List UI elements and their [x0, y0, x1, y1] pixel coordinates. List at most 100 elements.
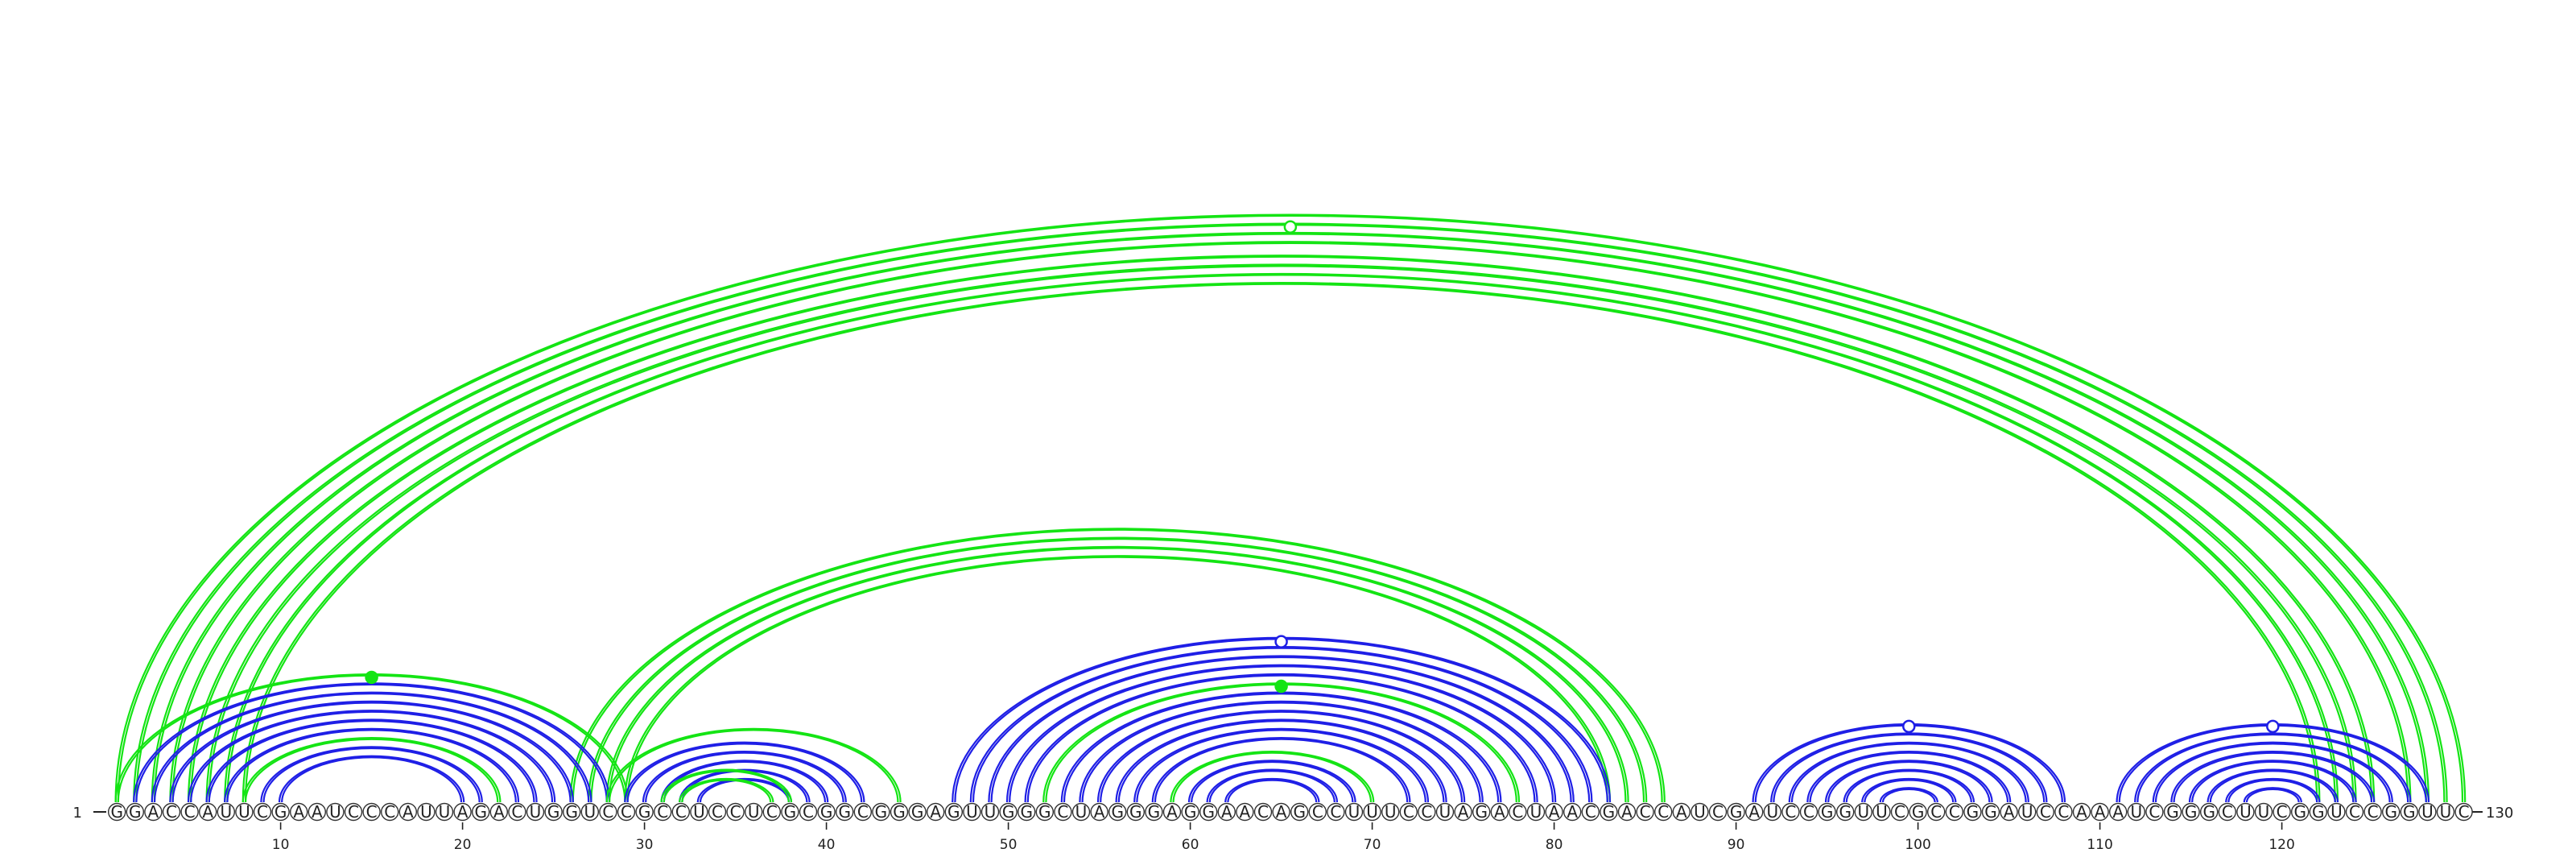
arc-green-28-84-a: [605, 545, 1629, 803]
nucleotide-69: U: [1348, 802, 1360, 822]
arc-blue-113-126-a: [2152, 741, 2393, 803]
nucleotide-circle-3: [144, 802, 163, 822]
nucleotide-64: C: [1257, 802, 1269, 822]
arc-green-8-122-a: [242, 282, 2321, 803]
arc-blue-30-41-a: [642, 750, 847, 803]
arc-blue-51-79-a: [1024, 673, 1538, 803]
nucleotide-circle-6: [199, 802, 217, 822]
nucleotide-105: A: [2004, 802, 2015, 822]
nucleotide-123: U: [2330, 802, 2343, 822]
arc-blue-97-102-a: [1861, 777, 1957, 803]
arc-green-8-22-b: [244, 738, 499, 803]
arc-blue-118-121-a: [2243, 787, 2302, 803]
nucleotide-circle-84: [1617, 802, 1637, 822]
nucleotide-circle-46: [926, 802, 945, 822]
nucleotide-77: A: [1494, 802, 1505, 822]
nucleotide-circle-5: [180, 802, 199, 822]
nucleotide-113: C: [2149, 802, 2160, 822]
nucleotide-81: A: [1567, 802, 1578, 822]
nucleotide-circle-39: [799, 802, 818, 822]
nucleotide-32: C: [675, 802, 687, 822]
nucleotide-102: C: [1949, 802, 1960, 822]
arc-blue-56-74-a: [1115, 718, 1447, 803]
nucleotide-80: A: [1549, 802, 1560, 822]
nucleotide-circle-60: [1181, 802, 1199, 822]
nucleotide-43: G: [875, 802, 888, 822]
nucleotide-circle-128: [2418, 802, 2437, 822]
nucleotide-52: G: [1038, 802, 1051, 822]
nucleotide-circle-69: [1344, 802, 1364, 822]
nucleotide-71: U: [1385, 802, 1397, 822]
arc-blue-62-67-a: [1224, 777, 1320, 803]
arc-blue-117-122-b: [2227, 779, 2318, 803]
nucleotide-circle-106: [2017, 802, 2037, 822]
arc-blue-5-25-a: [187, 710, 556, 803]
nucleotide-67: C: [1312, 802, 1323, 822]
arc-blue-58-72-b: [1154, 738, 1409, 803]
arc-blue-55-75-a: [1096, 710, 1466, 803]
arc-green-32-37-a: [679, 777, 774, 803]
arc-blue-116-123-a: [2207, 768, 2339, 803]
nucleotide-circle-7: [217, 802, 235, 822]
nucleotide-circle-75: [1454, 802, 1472, 822]
arc-green-8-122-b: [244, 283, 2318, 803]
nucleotide-116: G: [2202, 802, 2215, 822]
nucleotide-117: C: [2222, 802, 2233, 822]
nucleotide-circle-18: [417, 802, 436, 822]
nucleotide-86: C: [1657, 802, 1669, 822]
nucleotide-19: U: [439, 802, 451, 822]
nucleotide-circle-97: [1854, 802, 1873, 822]
arc-blue-96-103-b: [1845, 770, 1972, 803]
nucleotide-78: C: [1512, 802, 1523, 822]
nucleotide-circle-98: [1872, 802, 1891, 822]
arc-green-29-83-b: [626, 556, 1608, 803]
arc-green-2-129-b: [135, 224, 2446, 803]
arc-green-5-125-a: [187, 255, 2376, 803]
nucleotide-18: U: [420, 802, 432, 822]
nucleotide-circle-93: [1781, 802, 1800, 822]
nucleotide-35: C: [730, 802, 741, 822]
nucleotide-103: G: [1967, 802, 1979, 822]
arc-blue-49-81-a: [988, 655, 1575, 803]
nucleotide-circle-118: [2236, 802, 2255, 822]
nucleotide-circle-107: [2036, 802, 2055, 822]
nucleotide-circle-87: [1672, 802, 1691, 822]
nucleotide-10: G: [275, 802, 287, 822]
nucleotide-95: G: [1821, 802, 1834, 822]
arc-green-2-129-a: [133, 222, 2448, 803]
arc-blue-94-105-b: [1809, 751, 2009, 803]
nucleotide-circle-95: [1818, 802, 1836, 822]
arc-blue-4-26-b: [171, 702, 572, 803]
nucleotide-circle-91: [1744, 802, 1764, 822]
nucleotide-circle-116: [2199, 802, 2219, 822]
nucleotide-circle-80: [1545, 802, 1563, 822]
nucleotide-125: C: [2368, 802, 2379, 822]
nucleotide-127: G: [2403, 802, 2416, 822]
arc-green-5-125-b: [190, 255, 2373, 803]
nucleotide-circle-96: [1835, 802, 1855, 822]
nucleotide-circle-78: [1509, 802, 1527, 822]
arc-green-31-38-b: [663, 770, 790, 803]
nucleotide-36: U: [748, 802, 760, 822]
nucleotide-circle-9: [253, 802, 272, 822]
nucleotide-circle-56: [1108, 802, 1127, 822]
nucleotide-106: U: [2021, 802, 2033, 822]
arc-blue-32-39-a: [679, 768, 811, 803]
nucleotide-circle-38: [781, 802, 799, 822]
arc-blue-55-75-b: [1100, 710, 1463, 803]
nucleotide-circle-28: [599, 802, 617, 822]
nucleotide-circle-72: [1399, 802, 1418, 822]
nucleotide-circle-108: [2054, 802, 2073, 822]
helix-marker-3: [365, 670, 378, 685]
arc-green-4-127-a: [169, 241, 2412, 803]
arc-blue-61-68-b: [1208, 770, 1335, 803]
helix-marker-0: [1283, 220, 1298, 234]
nucleotide-circle-81: [1563, 802, 1582, 822]
nucleotide-29: C: [621, 802, 632, 822]
nucleotide-circle-54: [1071, 802, 1091, 822]
nucleotide-87: A: [1676, 802, 1687, 822]
nucleotide-91: A: [1748, 802, 1760, 822]
nucleotide-circle-104: [1981, 802, 2000, 822]
arc-blue-60-69-b: [1191, 760, 1354, 803]
nucleotide-circle-82: [1581, 802, 1600, 822]
